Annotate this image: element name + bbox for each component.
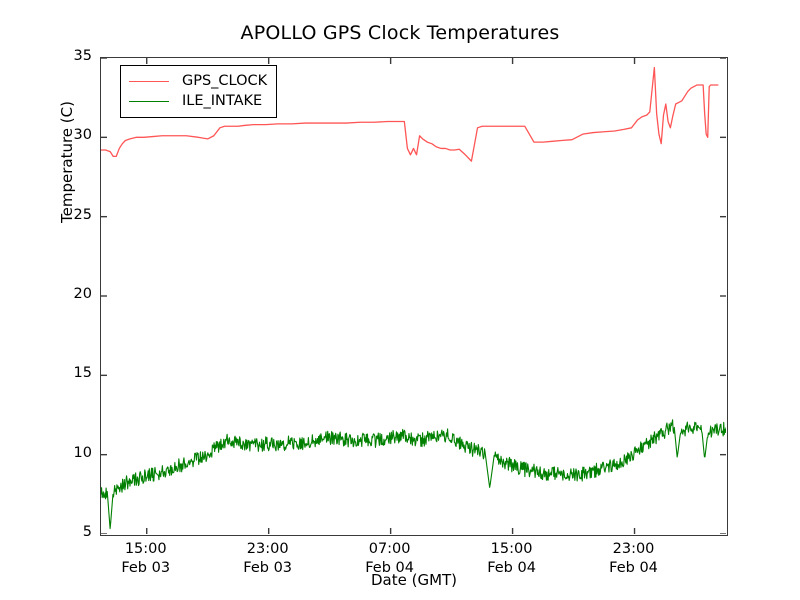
x-tick-time: 23:00 <box>246 541 289 557</box>
legend-swatch-icon <box>129 100 169 102</box>
x-tick-time: 15:00 <box>490 541 533 557</box>
x-tick-date: Feb 04 <box>487 560 536 576</box>
x-tick-date: Feb 03 <box>243 560 293 576</box>
y-tick-label: 25 <box>73 206 92 223</box>
legend-item-gps_clock[interactable]: GPS_CLOCK <box>129 71 267 91</box>
x-tick-label: 23:00 Feb 03 <box>208 540 328 578</box>
legend-item-ile_intake[interactable]: ILE_INTAKE <box>129 91 267 111</box>
x-axis-tick-labels: 15:00 Feb 03 23:00 Feb 03 07:00 Feb 04 15:00 Fe… <box>100 540 728 584</box>
y-tick-label: 30 <box>73 127 92 144</box>
x-tick-label: 15:00 Feb 03 <box>86 540 206 578</box>
y-tick-label: 20 <box>73 286 92 302</box>
chart-legend: GPS_CLOCK ILE_INTAKE <box>120 65 278 118</box>
plot-canvas <box>101 58 726 534</box>
x-tick-label: 07:00 Feb 04 <box>330 540 450 578</box>
series-line-gps_clock <box>101 66 719 162</box>
legend-swatch-icon <box>129 80 169 82</box>
y-tick-label: 10 <box>73 444 92 461</box>
x-tick-label: 15:00 Feb 04 <box>452 540 572 578</box>
x-tick-date: Feb 04 <box>609 560 658 576</box>
plot-area: GPS_CLOCK ILE_INTAKE <box>100 57 728 536</box>
x-tick-date: Feb 03 <box>121 560 171 576</box>
y-tick-label: 15 <box>73 365 92 382</box>
y-tick-label: 5 <box>82 524 92 540</box>
legend-label: ILE_INTAKE <box>182 93 263 109</box>
y-tick-label: 35 <box>73 48 92 64</box>
x-axis-label: Date (GMT) <box>370 571 458 589</box>
legend-label: GPS_CLOCK <box>182 73 268 89</box>
x-tick-label: 23:00 Feb 04 <box>574 540 694 578</box>
series-line-ile_intake <box>101 419 726 530</box>
y-axis-tick-labels: 5 10 15 20 25 30 35 <box>48 48 92 540</box>
x-tick-time: 15:00 <box>124 541 167 557</box>
chart-title: APOLLO GPS Clock Temperatures <box>240 22 560 44</box>
x-tick-date: Feb 04 <box>365 560 414 576</box>
x-tick-time: 23:00 <box>612 541 655 557</box>
x-tick-time: 07:00 <box>368 541 411 557</box>
